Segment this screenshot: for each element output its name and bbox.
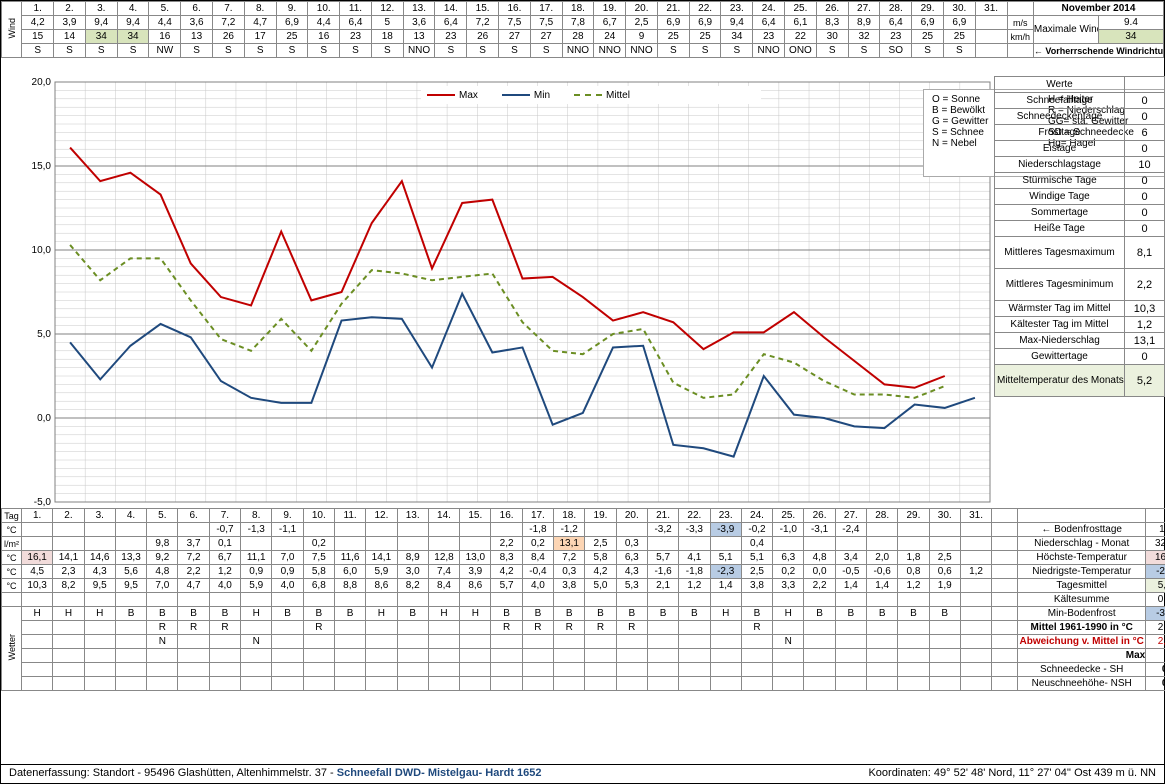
stat-value: 0 — [1125, 189, 1165, 205]
wind-kmh-row: 1514343416132617251623181323262727282492… — [2, 30, 1164, 44]
stat-label: Kältester Tag im Mittel — [995, 317, 1125, 333]
day-head: 8. — [244, 2, 276, 16]
stat-label: Sommertage — [995, 205, 1125, 221]
svg-text:20,0: 20,0 — [32, 77, 52, 88]
svg-text:0,0: 0,0 — [37, 413, 51, 424]
stat-value: 1,2 — [1125, 317, 1165, 333]
svg-text:5,0: 5,0 — [37, 329, 51, 340]
stat-label: Mittleres Tagesminimum — [995, 269, 1125, 301]
stat-label: Werte — [995, 77, 1125, 93]
day-head: 24. — [753, 2, 785, 16]
stat-value: 0 — [1125, 205, 1165, 221]
report-title: November 2014 — [1033, 2, 1163, 16]
day-head: 19. — [594, 2, 626, 16]
day-head: 25. — [785, 2, 817, 16]
day-head: 5. — [149, 2, 181, 16]
day-head: 15. — [467, 2, 499, 16]
wind-table: Wind document.write(Array.from({length:3… — [1, 1, 1164, 58]
stat-value: 0 — [1125, 173, 1165, 189]
unit-ms: m/s — [1007, 16, 1033, 30]
wind-label: Wind — [7, 18, 17, 39]
stat-value: 10,3 — [1125, 301, 1165, 317]
day-head: 4. — [117, 2, 149, 16]
wind-max-ms: 9.4 — [1098, 16, 1163, 30]
stat-label: Frosttage — [995, 125, 1125, 141]
stat-value: 5,2 — [1125, 365, 1165, 397]
stat-value: 2,2 — [1125, 269, 1165, 301]
stat-label: Schneefalltage — [995, 93, 1125, 109]
day-head: 21. — [657, 2, 689, 16]
chart-svg: -5,0 0,0 5,0 10,0 15,0 20,0 — [21, 76, 994, 508]
stat-label: Niederschlagstage — [995, 157, 1125, 173]
day-head: 29. — [912, 2, 944, 16]
day-head: 10. — [308, 2, 340, 16]
stat-label: Eistage — [995, 141, 1125, 157]
day-head: 27. — [848, 2, 880, 16]
day-header-row: Wind document.write(Array.from({length:3… — [2, 2, 1164, 16]
day-head: 14. — [435, 2, 467, 16]
stat-label: Mitteltemperatur des Monats °C — [995, 365, 1125, 397]
wind-dir-label: ← Vorherrschende Windrichtung — [1033, 44, 1163, 58]
stat-value: 13,1 — [1125, 333, 1165, 349]
day-head: 2. — [54, 2, 86, 16]
stat-value: 6 — [1125, 125, 1165, 141]
svg-text:-5,0: -5,0 — [34, 497, 52, 508]
weather-report: Wind document.write(Array.from({length:3… — [0, 0, 1165, 784]
stat-value: 0 — [1125, 221, 1165, 237]
stat-label: Stürmische Tage — [995, 173, 1125, 189]
day-head: 26. — [816, 2, 848, 16]
temperature-chart: -5,0 0,0 5,0 10,0 15,0 20,0 — [21, 76, 994, 508]
wind-ms-row: 4,23,99,49,44,43,67,24,76,94,46,453,66,4… — [2, 16, 1164, 30]
svg-text:15,0: 15,0 — [32, 161, 52, 172]
stat-value: 10 — [1125, 157, 1165, 173]
stat-value: 0 — [1125, 93, 1165, 109]
bottom-tables: Tag1.2.3.4.5.6.7.8.9.10.11.12.13.14.15.1… — [1, 508, 1164, 691]
day-head: 31. — [975, 2, 1007, 16]
stat-label: Heiße Tage — [995, 221, 1125, 237]
stat-label: Gewittertage — [995, 349, 1125, 365]
wind-dir-row: SSSSNWSSSSSSSNNOSSSSNNONNONNOSSSNNOONOSS… — [2, 44, 1164, 58]
day-head: 9. — [276, 2, 308, 16]
stats-panel: WerteSchneefalltage0Schneedeckentage0Fro… — [994, 76, 1164, 397]
day-head: 20. — [626, 2, 658, 16]
stat-label: Max-Niederschlag — [995, 333, 1125, 349]
day-head: 18. — [562, 2, 594, 16]
day-head: 1. — [22, 2, 54, 16]
day-head: 3. — [85, 2, 117, 16]
day-head: 13. — [403, 2, 435, 16]
line-legend: Max Min Mittel — [421, 86, 761, 104]
day-head: 22. — [689, 2, 721, 16]
stat-value — [1125, 77, 1165, 93]
day-head: 7. — [212, 2, 244, 16]
footer: Datenerfassung: Standort - 95496 Glashüt… — [1, 764, 1164, 781]
day-head: 30. — [943, 2, 975, 16]
day-head: 28. — [880, 2, 912, 16]
day-head: 16. — [499, 2, 531, 16]
day-head: 6. — [181, 2, 213, 16]
stat-value: 0 — [1125, 109, 1165, 125]
stat-label: Mittleres Tagesmaximum — [995, 237, 1125, 269]
stat-label: Windige Tage — [995, 189, 1125, 205]
day-head: 17. — [530, 2, 562, 16]
stat-value: 0 — [1125, 349, 1165, 365]
day-head: 12. — [371, 2, 403, 16]
unit-kmh: km/h — [1007, 30, 1033, 44]
day-head: 23. — [721, 2, 753, 16]
stat-label: Wärmster Tag im Mittel — [995, 301, 1125, 317]
wind-max-label: Maximale Windgeschwindigkeit — [1033, 16, 1098, 44]
day-head: 11. — [340, 2, 372, 16]
svg-text:10,0: 10,0 — [32, 245, 52, 256]
stat-value: 0 — [1125, 141, 1165, 157]
stat-value: 8,1 — [1125, 237, 1165, 269]
wind-max-kmh: 34 — [1098, 30, 1163, 44]
stat-label: Schneedeckentage — [995, 109, 1125, 125]
